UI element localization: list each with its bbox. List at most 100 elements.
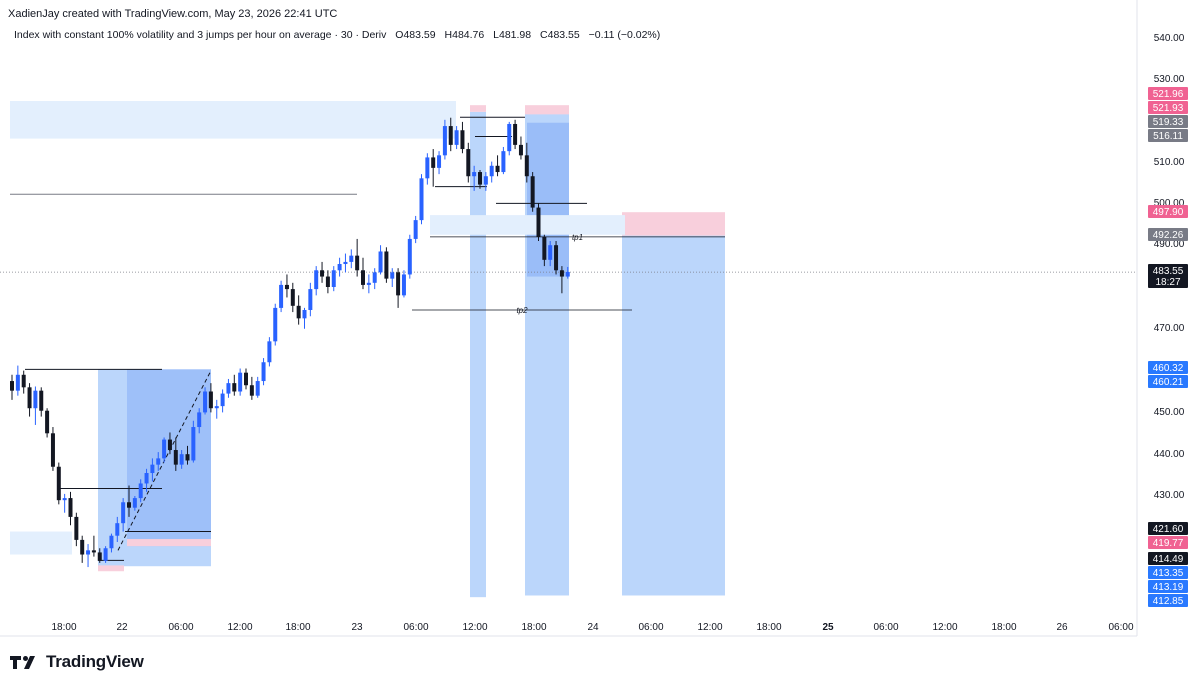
price-label: 413.19 [1153, 582, 1184, 593]
symbol-legend[interactable]: Index with constant 100% volatility and … [14, 29, 666, 41]
y-tick-label: 510.00 [1154, 157, 1185, 168]
candle-body [366, 282, 371, 285]
candle-body [33, 390, 38, 409]
price-label: 516.11 [1153, 131, 1183, 142]
candle-body [308, 289, 313, 310]
price-label: 521.93 [1153, 103, 1184, 114]
candle-body [10, 381, 14, 391]
candle-body [302, 309, 307, 319]
price-label-box [1148, 566, 1188, 579]
candle-body [197, 412, 202, 428]
price-label: 412.85 [1153, 596, 1184, 607]
tradingview-brand[interactable]: TradingView [10, 651, 144, 673]
candle-body [530, 176, 535, 208]
x-tick-label: 12:00 [227, 622, 252, 633]
candle-body [97, 552, 102, 561]
candle-body [320, 270, 325, 277]
candle-body [62, 498, 67, 501]
candle-body [115, 523, 120, 536]
x-tick-label: 06:00 [638, 622, 663, 633]
price-label-box [1148, 129, 1188, 142]
candle-body [244, 372, 248, 386]
price-label-box [1148, 115, 1188, 128]
candle-body [419, 178, 424, 221]
price-label-box [1148, 87, 1188, 100]
y-tick-label: 450.00 [1154, 407, 1185, 418]
zone-supply-zone [10, 100, 456, 139]
candle-body [39, 390, 44, 411]
candle-body [495, 165, 500, 173]
candle-body [109, 535, 114, 549]
candle-body [425, 157, 430, 179]
candle-body [261, 362, 266, 382]
candle-body [279, 284, 284, 308]
candle-body [74, 516, 79, 540]
price-label: 419.77 [1153, 538, 1184, 549]
x-tick-label: 12:00 [932, 622, 957, 633]
candle-body [466, 149, 471, 177]
candle-body [220, 393, 225, 407]
price-label-box [1148, 205, 1188, 218]
candle-body [290, 289, 295, 306]
candle-body [132, 498, 137, 508]
candle-body [127, 502, 131, 508]
candle-body [501, 151, 506, 173]
candle-body [401, 274, 406, 296]
brand-text: TradingView [46, 652, 144, 671]
candle-body [15, 374, 20, 391]
candle-body [144, 473, 149, 484]
candle-body [80, 539, 85, 555]
candle-body [267, 341, 272, 363]
candles-layer [10, 117, 570, 568]
candle-body [162, 439, 167, 459]
stop-zone [622, 212, 725, 236]
candle-body [191, 427, 196, 461]
candle-body [185, 454, 190, 461]
x-tick-label: 24 [587, 622, 599, 633]
price-label: 460.21 [1153, 377, 1184, 388]
candle-body [548, 245, 553, 260]
price-label-countdown: 18:27 [1155, 277, 1180, 288]
price-label-box [1148, 228, 1188, 241]
candle-body [232, 383, 237, 392]
candle-body [460, 130, 465, 150]
candle-body [518, 144, 523, 156]
x-tick-label: 22 [116, 622, 128, 633]
ohlc-low: L481.98 [493, 29, 532, 41]
price-label: 421.60 [1153, 524, 1184, 535]
stop-zone [470, 105, 486, 112]
price-label-box [1148, 264, 1188, 288]
stop-zone [127, 539, 211, 547]
candle-body [559, 270, 564, 277]
candle-body [355, 255, 360, 271]
price-label-box [1148, 594, 1188, 607]
candle-body [50, 433, 55, 467]
candle-body [536, 207, 541, 237]
candle-body [565, 271, 570, 277]
y-tick-label: 490.00 [1154, 239, 1185, 250]
candle-body [121, 502, 126, 524]
zone-position-short-1 [470, 111, 486, 598]
axes-layer: 540.00530.00520.00510.00500.00490.00470.… [0, 0, 1185, 637]
price-label: 492.26 [1153, 230, 1184, 241]
price-label-box [1148, 361, 1188, 374]
candle-body [150, 464, 155, 474]
price-label: 483.55 [1153, 266, 1184, 277]
y-tick-label: 500.00 [1154, 198, 1185, 209]
y-tick-label: 430.00 [1154, 490, 1185, 501]
price-label: 521.96 [1153, 89, 1184, 100]
tp-label: tp1 [572, 233, 583, 242]
y-tick-label: 540.00 [1154, 33, 1185, 44]
candle-body [138, 483, 143, 499]
y-tick-label: 530.00 [1154, 74, 1185, 85]
candle-body [542, 236, 547, 260]
candle-body [214, 406, 219, 409]
candle-body [238, 372, 243, 392]
zones-layer [10, 100, 725, 598]
x-tick-label: 06:00 [168, 622, 193, 633]
candle-body [273, 307, 278, 342]
candle-body [86, 550, 91, 555]
candle-body [21, 374, 26, 388]
